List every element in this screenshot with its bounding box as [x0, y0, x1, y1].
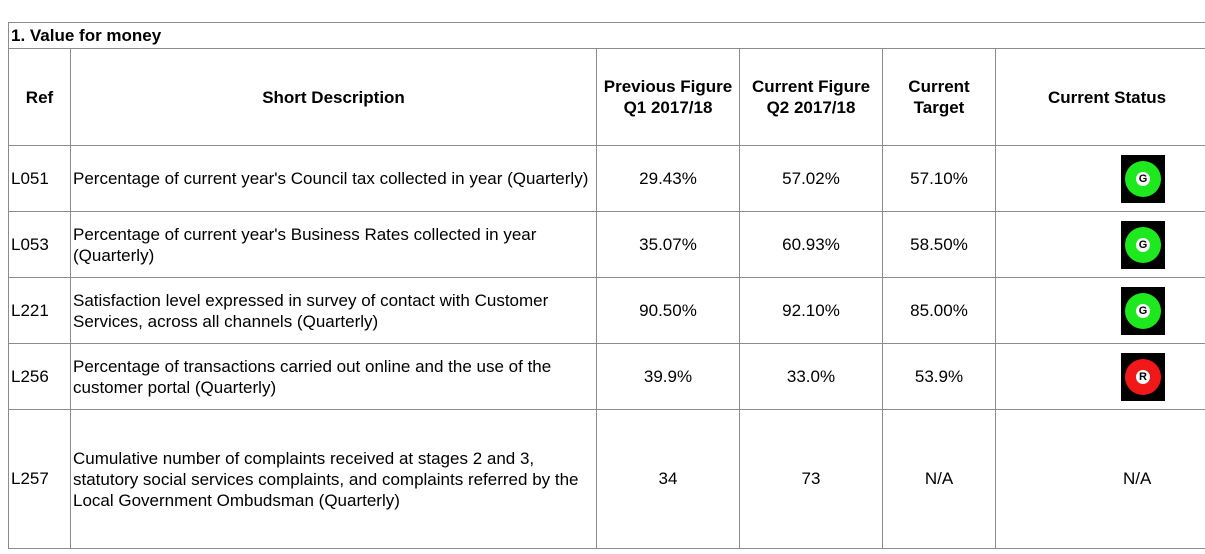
status-icon: G: [1121, 286, 1165, 335]
status-dot: G: [1125, 226, 1161, 263]
description-cell: Percentage of transactions carried out o…: [70, 343, 597, 410]
cell: L053: [8, 211, 71, 278]
cell: 90.50%: [596, 277, 740, 344]
cell: L051: [8, 145, 71, 212]
table-wrap: 1. Value for money Ref Short Description P…: [8, 22, 1205, 549]
data-row: L053 Percentage of current year's Busines…: [8, 211, 1205, 278]
cell: L221: [8, 277, 71, 344]
cell: 85.00%: [882, 277, 996, 344]
data-row: L256 Percentage of transactions carried o…: [8, 343, 1205, 410]
kpi-table: 1. Value for money Ref Short Description P…: [8, 22, 1205, 549]
cell: 29.43%: [596, 145, 740, 212]
status-dot: R: [1125, 358, 1161, 395]
column-header: Current Figure Q2 2017/18: [739, 48, 883, 146]
status-letter: R: [1136, 369, 1150, 384]
cell: 39.9%: [596, 343, 740, 410]
cell: N/A: [882, 409, 996, 549]
status-dot: G: [1125, 160, 1161, 197]
cell: 57.10%: [882, 145, 996, 212]
description-cell: Percentage of current year's Council tax…: [70, 145, 597, 212]
description-cell: Satisfaction level expressed in survey o…: [70, 277, 597, 344]
status-letter: G: [1136, 237, 1150, 252]
status-letter: G: [1136, 303, 1150, 318]
cell: 92.10%: [739, 277, 883, 344]
cell: N/A: [994, 409, 1205, 549]
column-header: Current Status: [994, 48, 1205, 146]
cell: 57.02%: [739, 145, 883, 212]
cell: 60.93%: [739, 211, 883, 278]
data-row: L051 Percentage of current year's Council…: [8, 145, 1205, 212]
header-row: Ref Short Description Previous Figure Q1 2…: [8, 48, 1205, 146]
column-header: Previous Figure Q1 2017/18: [596, 48, 740, 146]
table-title: 1. Value for money: [8, 22, 1205, 49]
cell: 34: [596, 409, 740, 549]
data-row: L257 Cumulative number of complaints rece…: [8, 409, 1205, 549]
status-letter: G: [1136, 171, 1150, 186]
cell: L257: [8, 409, 71, 549]
cell: 58.50%: [882, 211, 996, 278]
status-cell: G: [994, 145, 1205, 212]
status-icon: R: [1121, 352, 1165, 401]
cell: 33.0%: [739, 343, 883, 410]
cell: 35.07%: [596, 211, 740, 278]
column-header: Short Description: [70, 48, 597, 146]
status-icon: G: [1121, 220, 1165, 269]
cell: 73: [739, 409, 883, 549]
status-icon: G: [1121, 154, 1165, 203]
column-header: Current Target: [882, 48, 996, 146]
data-row: L221 Satisfaction level expressed in surv…: [8, 277, 1205, 344]
table-body: 1. Value for money Ref Short Description P…: [8, 22, 1205, 549]
status-cell: G: [994, 211, 1205, 278]
cell: 53.9%: [882, 343, 996, 410]
status-dot: G: [1125, 292, 1161, 329]
title-row: 1. Value for money: [8, 22, 1205, 49]
status-cell: R: [994, 343, 1205, 410]
column-header: Ref: [8, 48, 71, 146]
description-cell: Cumulative number of complaints received…: [70, 409, 597, 549]
cell: L256: [8, 343, 71, 410]
description-cell: Percentage of current year's Business Ra…: [70, 211, 597, 278]
status-cell: G: [994, 277, 1205, 344]
